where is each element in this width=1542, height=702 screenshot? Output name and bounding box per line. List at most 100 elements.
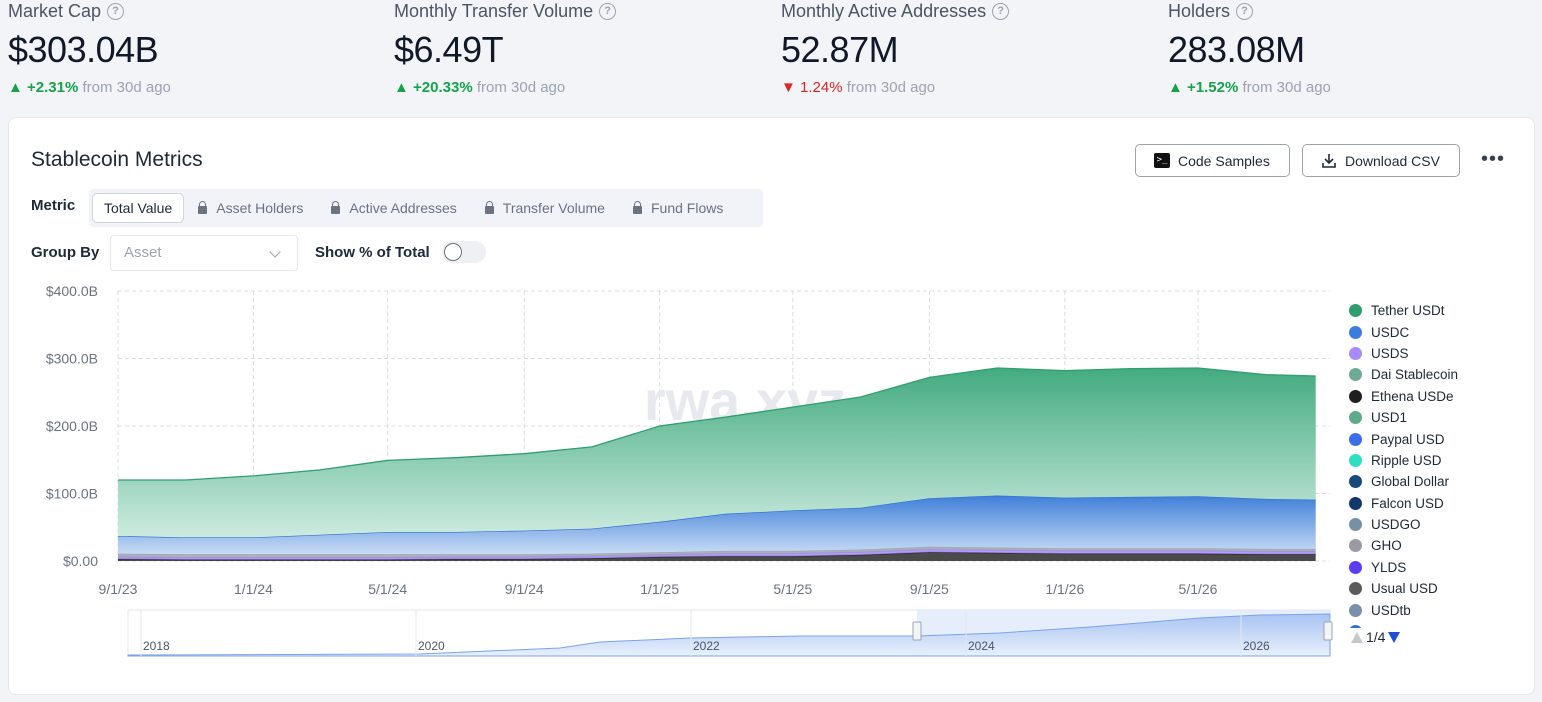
stat-change: +2.31% bbox=[27, 79, 79, 96]
stat-value: 52.87M bbox=[781, 29, 899, 70]
arrow-up-icon: ▲ bbox=[1168, 79, 1183, 96]
legend-item[interactable]: USDtb bbox=[1349, 599, 1539, 620]
download-csv-button[interactable]: Download CSV bbox=[1302, 144, 1460, 177]
legend-item[interactable]: YLDS bbox=[1349, 557, 1539, 578]
legend-item[interactable]: USDC bbox=[1349, 321, 1539, 342]
legend-item[interactable]: USDS bbox=[1349, 343, 1539, 364]
stat-monthly-active-addresses: Monthly Active Addresses? 52.87M ▼ 1.24%… bbox=[781, 0, 1161, 96]
page-up-icon[interactable] bbox=[1351, 631, 1363, 643]
navigator-tick-label: 2024 bbox=[968, 639, 995, 653]
legend-label: USD1 bbox=[1371, 410, 1408, 426]
y-tick-label: $100.0B bbox=[46, 486, 98, 502]
show-percent-toggle[interactable] bbox=[442, 241, 486, 263]
legend-item[interactable] bbox=[1349, 621, 1539, 628]
show-percent-label: Show % of Total bbox=[315, 244, 430, 261]
stat-change: +20.33% bbox=[413, 79, 473, 96]
tab-transfer-volume[interactable]: Transfer Volume bbox=[471, 193, 619, 223]
code-samples-button[interactable]: >_ Code Samples bbox=[1135, 144, 1290, 177]
stat-holders: Holders? 283.08M ▲ +1.52% from 30d ago bbox=[1168, 0, 1542, 97]
x-tick-label: 5/1/25 bbox=[773, 581, 812, 597]
metric-tabs: Total Value Asset Holders Active Address… bbox=[89, 189, 763, 227]
lock-icon bbox=[331, 201, 341, 214]
tab-total-value[interactable]: Total Value bbox=[92, 193, 185, 223]
chevron-down-icon bbox=[269, 246, 281, 258]
legend-dot-icon bbox=[1349, 432, 1362, 446]
stat-monthly-transfer-volume: Monthly Transfer Volume? $6.49T ▲ +20.33… bbox=[394, 0, 774, 96]
x-tick-label: 5/1/26 bbox=[1179, 581, 1218, 597]
stat-change-suffix: from 30d ago bbox=[1242, 79, 1331, 96]
tab-active-addresses[interactable]: Active Addresses bbox=[317, 193, 470, 223]
legend-label: Global Dollar bbox=[1371, 474, 1450, 490]
x-tick-label: 9/1/25 bbox=[910, 581, 949, 597]
stat-change-suffix: from 30d ago bbox=[82, 79, 171, 96]
legend-label: GHO bbox=[1371, 538, 1402, 554]
terminal-icon: >_ bbox=[1154, 153, 1170, 168]
help-icon[interactable]: ? bbox=[992, 2, 1010, 20]
tab-label: Active Addresses bbox=[349, 200, 457, 216]
legend-item[interactable]: Dai Stablecoin bbox=[1349, 364, 1539, 385]
legend-item[interactable]: USDGO bbox=[1349, 514, 1539, 535]
y-tick-label: $0.00 bbox=[63, 553, 98, 569]
legend-label: Usual USD bbox=[1371, 581, 1438, 597]
toggle-knob bbox=[444, 243, 462, 261]
tab-asset-holders[interactable]: Asset Holders bbox=[184, 193, 317, 223]
x-tick-label: 9/1/24 bbox=[505, 581, 544, 597]
legend-label: Tether USDt bbox=[1371, 303, 1445, 319]
legend-item[interactable]: GHO bbox=[1349, 535, 1539, 556]
legend-item[interactable]: Ripple USD bbox=[1349, 450, 1539, 471]
tab-label: Fund Flows bbox=[650, 200, 724, 216]
legend-item[interactable]: Paypal USD bbox=[1349, 428, 1539, 449]
y-tick-label: $400.0B bbox=[46, 283, 98, 299]
legend-dot-icon bbox=[1349, 475, 1362, 489]
lock-icon bbox=[484, 201, 494, 214]
area-tether-usdt bbox=[118, 368, 1316, 538]
help-icon[interactable]: ? bbox=[599, 2, 617, 20]
legend-item[interactable]: Ethena USDe bbox=[1349, 386, 1539, 407]
help-icon[interactable]: ? bbox=[1236, 2, 1254, 20]
area-usds bbox=[118, 549, 1316, 560]
page-down-icon[interactable] bbox=[1388, 631, 1401, 643]
group-by-label: Group By bbox=[31, 244, 100, 261]
navigator-tick-label: 2020 bbox=[418, 639, 445, 653]
navigator-handle bbox=[912, 621, 922, 641]
legend-item[interactable]: USD1 bbox=[1349, 407, 1539, 428]
stat-label: Holders bbox=[1168, 0, 1231, 21]
legend-dot-icon bbox=[1349, 368, 1362, 382]
code-samples-label: Code Samples bbox=[1178, 152, 1270, 169]
navigator-tick-label: 2026 bbox=[1243, 639, 1270, 653]
group-by-value: Asset bbox=[124, 244, 162, 261]
legend-dot-icon bbox=[1349, 346, 1362, 360]
legend-dot-icon bbox=[1349, 603, 1362, 617]
download-csv-label: Download CSV bbox=[1345, 152, 1440, 169]
group-by-select[interactable]: Asset bbox=[110, 235, 298, 271]
y-tick-label: $200.0B bbox=[46, 418, 98, 434]
legend-item[interactable]: Tether USDt bbox=[1349, 300, 1539, 321]
x-tick-label: 5/1/24 bbox=[368, 581, 407, 597]
x-tick-label: 1/1/24 bbox=[234, 581, 273, 597]
legend-item[interactable]: Falcon USD bbox=[1349, 493, 1539, 514]
legend-label: Falcon USD bbox=[1371, 495, 1444, 511]
stat-value: $303.04B bbox=[8, 29, 159, 70]
legend-item[interactable]: Usual USD bbox=[1349, 578, 1539, 599]
navigator-tick-label: 2022 bbox=[693, 639, 720, 653]
tab-fund-flows[interactable]: Fund Flows bbox=[619, 193, 737, 223]
legend-label: USDtb bbox=[1371, 602, 1411, 618]
legend-dot-icon bbox=[1349, 582, 1362, 596]
metric-label: Metric bbox=[31, 197, 76, 214]
series-line-tether-usdt bbox=[118, 367, 1316, 481]
legend-dot-icon bbox=[1349, 389, 1362, 403]
tab-label: Transfer Volume bbox=[502, 200, 605, 216]
more-options-icon[interactable]: ••• bbox=[1481, 148, 1506, 170]
stat-market-cap: Market Cap? $303.04B ▲ +2.31% from 30d a… bbox=[8, 0, 388, 97]
legend-label: USDGO bbox=[1371, 517, 1421, 533]
legend-dot-icon bbox=[1349, 325, 1362, 339]
stat-change-suffix: from 30d ago bbox=[846, 79, 936, 96]
stat-label: Monthly Transfer Volume bbox=[394, 0, 594, 21]
legend-item[interactable]: Global Dollar bbox=[1349, 471, 1539, 492]
stat-label: Monthly Active Addresses bbox=[781, 0, 987, 21]
navigator-tick-label: 2018 bbox=[143, 639, 170, 653]
arrow-down-icon: ▼ bbox=[781, 79, 796, 96]
help-icon[interactable]: ? bbox=[107, 2, 125, 20]
lock-icon bbox=[198, 201, 208, 214]
area-usdc bbox=[118, 495, 1316, 555]
